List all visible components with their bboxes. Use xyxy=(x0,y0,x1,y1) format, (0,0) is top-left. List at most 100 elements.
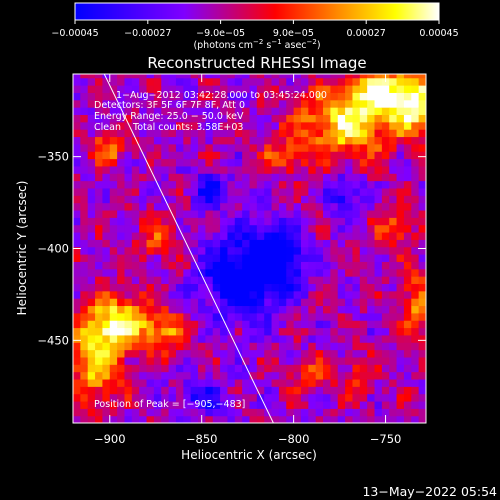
heatmap-pixel xyxy=(183,298,192,307)
heatmap-pixel xyxy=(418,386,426,395)
heatmap-pixel xyxy=(161,356,170,365)
heatmap-pixel xyxy=(249,85,258,93)
heatmap-pixel xyxy=(359,129,368,138)
heatmap-pixel xyxy=(190,393,199,402)
heatmap-pixel xyxy=(337,408,346,417)
heatmap-pixel xyxy=(286,114,295,123)
heatmap-pixel xyxy=(109,261,118,270)
heatmap-pixel xyxy=(396,129,405,138)
heatmap-pixel xyxy=(161,129,170,138)
heatmap-pixel xyxy=(80,305,89,314)
heatmap-pixel xyxy=(131,290,140,299)
heatmap-pixel xyxy=(168,202,177,211)
heatmap-pixel xyxy=(131,165,140,174)
heatmap-pixel xyxy=(389,85,398,93)
heatmap-pixel xyxy=(139,165,148,174)
heatmap-pixel xyxy=(286,209,295,218)
heatmap-pixel xyxy=(249,268,258,277)
heatmap-pixel xyxy=(293,187,302,196)
heatmap-pixel xyxy=(418,224,426,233)
heatmap-pixel xyxy=(256,99,265,108)
heatmap-pixel xyxy=(374,173,383,182)
heatmap-pixel xyxy=(249,400,258,409)
heatmap-pixel xyxy=(95,195,104,204)
heatmap-pixel xyxy=(146,334,155,343)
heatmap-pixel xyxy=(234,386,243,395)
heatmap-pixel xyxy=(286,151,295,160)
heatmap-pixel xyxy=(131,107,140,116)
heatmap-pixel xyxy=(389,378,398,387)
heatmap-pixel xyxy=(124,254,133,262)
heatmap-pixel xyxy=(249,290,258,299)
heatmap-pixel xyxy=(117,158,126,167)
heatmap-pixel xyxy=(403,158,412,167)
heatmap-pixel xyxy=(161,180,170,189)
heatmap-pixel xyxy=(153,283,162,292)
heatmap-pixel xyxy=(300,114,309,123)
heatmap-pixel xyxy=(359,276,368,284)
heatmap-pixel xyxy=(220,158,229,167)
heatmap-pixel xyxy=(139,356,148,365)
heatmap-pixel xyxy=(249,334,258,343)
heatmap-pixel xyxy=(286,408,295,417)
heatmap-pixel xyxy=(345,239,354,248)
heatmap-pixel xyxy=(264,129,273,138)
heatmap-pixel xyxy=(418,312,426,321)
heatmap-pixel xyxy=(153,165,162,174)
heatmap-pixel xyxy=(411,158,420,167)
heatmap-pixel xyxy=(308,276,317,284)
heatmap-pixel xyxy=(234,408,243,417)
heatmap-pixel xyxy=(227,320,236,329)
heatmap-pixel xyxy=(161,85,170,93)
heatmap-pixel xyxy=(264,305,273,314)
heatmap-pixel xyxy=(337,393,346,402)
heatmap-pixel xyxy=(403,268,412,277)
heatmap-pixel xyxy=(242,231,251,240)
heatmap-pixel xyxy=(183,158,192,167)
heatmap-pixel xyxy=(190,180,199,189)
heatmap-pixel xyxy=(345,231,354,240)
heatmap-pixel xyxy=(411,217,420,226)
heatmap-pixel xyxy=(227,202,236,211)
heatmap-pixel xyxy=(139,261,148,270)
heatmap-pixel xyxy=(131,121,140,130)
heatmap-pixel xyxy=(359,180,368,189)
heatmap-pixel xyxy=(286,99,295,108)
heatmap-pixel xyxy=(256,400,265,409)
heatmap-pixel xyxy=(131,99,140,108)
heatmap-pixel xyxy=(190,268,199,277)
heatmap-pixel xyxy=(359,393,368,402)
heatmap-pixel xyxy=(146,283,155,292)
heatmap-pixel xyxy=(175,393,184,402)
heatmap-pixel xyxy=(242,290,251,299)
heatmap-pixel xyxy=(374,77,383,86)
heatmap-pixel xyxy=(212,356,221,365)
heatmap-pixel xyxy=(205,217,214,226)
heatmap-pixel xyxy=(227,99,236,108)
heatmap-pixel xyxy=(374,209,383,218)
heatmap-pixel xyxy=(102,77,111,86)
heatmap-pixel xyxy=(249,99,258,108)
heatmap-pixel xyxy=(286,180,295,189)
heatmap-pixel xyxy=(109,378,118,387)
heatmap-pixel xyxy=(117,349,126,358)
heatmap-pixel xyxy=(345,408,354,417)
heatmap-pixel xyxy=(345,202,354,211)
heatmap-pixel xyxy=(389,334,398,343)
heatmap-pixel xyxy=(153,114,162,123)
heatmap-pixel xyxy=(367,158,376,167)
heatmap-pixel xyxy=(330,400,339,409)
heatmap-pixel xyxy=(212,99,221,108)
heatmap-pixel xyxy=(87,334,96,343)
heatmap-pixel xyxy=(87,254,96,262)
heatmap-pixel xyxy=(205,85,214,93)
heatmap-pixel xyxy=(131,261,140,270)
heatmap-pixel xyxy=(198,158,206,167)
heatmap-pixel xyxy=(87,173,96,182)
heatmap-pixel xyxy=(381,92,390,101)
heatmap-pixel xyxy=(315,334,324,343)
heatmap-pixel xyxy=(102,92,111,101)
heatmap-pixel xyxy=(220,254,229,262)
heatmap-pixel xyxy=(286,327,295,336)
heatmap-pixel xyxy=(109,143,118,152)
